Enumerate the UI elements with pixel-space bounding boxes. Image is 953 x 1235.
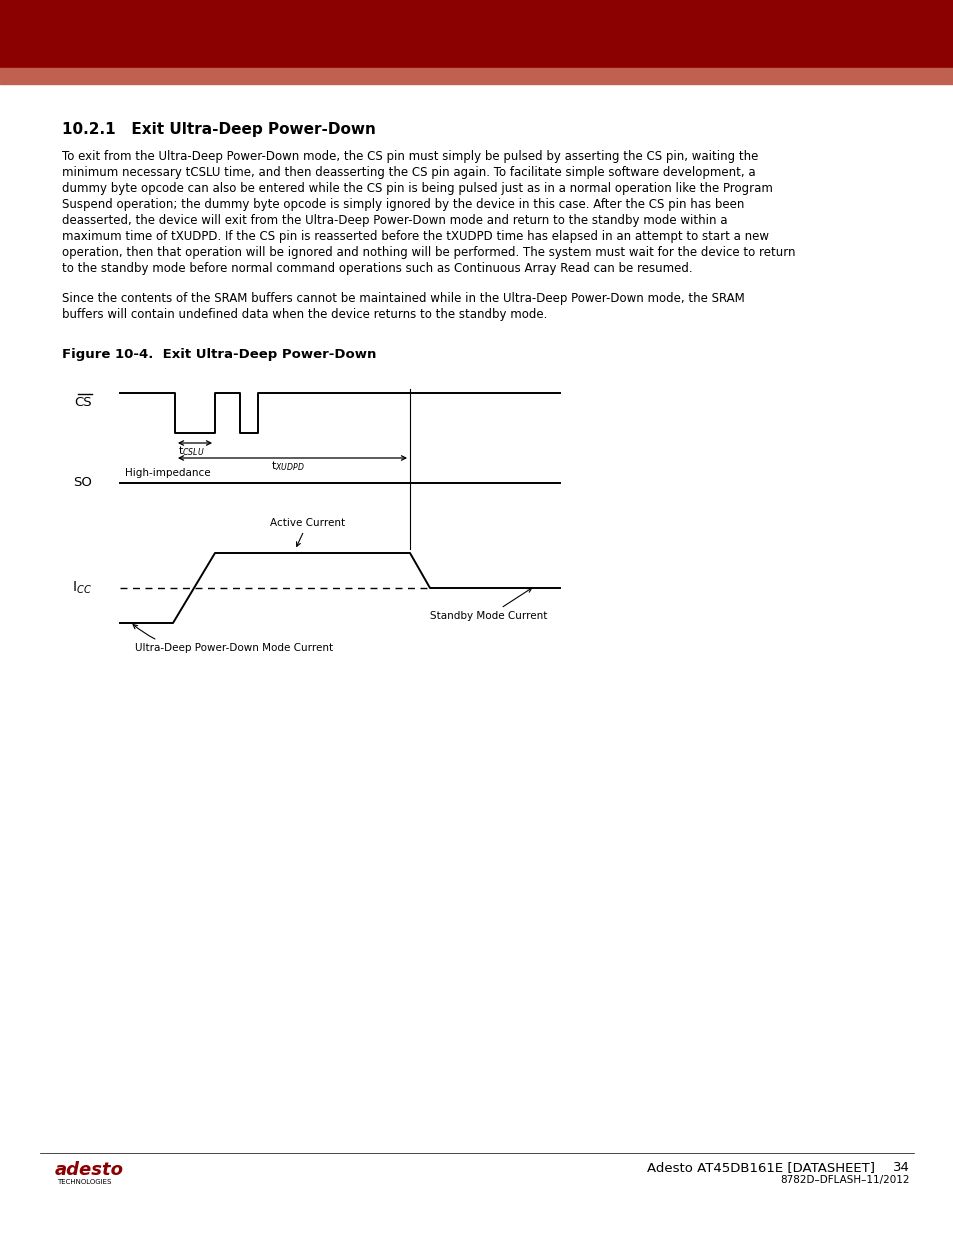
Text: 34: 34 <box>892 1161 909 1174</box>
Text: t$_{XUDPD}$: t$_{XUDPD}$ <box>271 459 304 473</box>
Text: Adesto AT45DB161E [DATASHEET]: Adesto AT45DB161E [DATASHEET] <box>646 1161 874 1174</box>
Text: t$_{CSLU}$: t$_{CSLU}$ <box>178 445 205 458</box>
Text: To exit from the Ultra-Deep Power-Down mode, the CS pin must simply be pulsed by: To exit from the Ultra-Deep Power-Down m… <box>62 149 758 163</box>
Text: Suspend operation; the dummy byte opcode is simply ignored by the device in this: Suspend operation; the dummy byte opcode… <box>62 198 743 211</box>
Bar <box>0 68 953 84</box>
Text: TECHNOLOGIES: TECHNOLOGIES <box>57 1179 112 1186</box>
Text: adesto: adesto <box>55 1161 124 1179</box>
Text: dummy byte opcode can also be entered while the CS pin is being pulsed just as i: dummy byte opcode can also be entered wh… <box>62 182 772 195</box>
Text: maximum time of tXUDPD. If the CS pin is reasserted before the tXUDPD time has e: maximum time of tXUDPD. If the CS pin is… <box>62 230 768 243</box>
Text: I$_{CC}$: I$_{CC}$ <box>72 579 91 597</box>
Text: CS: CS <box>74 396 91 409</box>
Text: Active Current: Active Current <box>270 517 345 546</box>
Text: Ultra-Deep Power-Down Mode Current: Ultra-Deep Power-Down Mode Current <box>132 625 333 653</box>
Text: SO: SO <box>73 477 91 489</box>
Bar <box>0 0 953 68</box>
Text: 10.2.1   Exit Ultra-Deep Power-Down: 10.2.1 Exit Ultra-Deep Power-Down <box>62 122 375 137</box>
Text: buffers will contain undefined data when the device returns to the standby mode.: buffers will contain undefined data when… <box>62 308 547 321</box>
Text: Since the contents of the SRAM buffers cannot be maintained while in the Ultra-D: Since the contents of the SRAM buffers c… <box>62 291 744 305</box>
Text: deasserted, the device will exit from the Ultra-Deep Power-Down mode and return : deasserted, the device will exit from th… <box>62 214 727 227</box>
Text: minimum necessary tCSLU time, and then deasserting the CS pin again. To facilita: minimum necessary tCSLU time, and then d… <box>62 165 755 179</box>
Text: High-impedance: High-impedance <box>125 468 211 478</box>
Text: Figure 10-4.  Exit Ultra-Deep Power-Down: Figure 10-4. Exit Ultra-Deep Power-Down <box>62 348 376 361</box>
Text: operation, then that operation will be ignored and nothing will be performed. Th: operation, then that operation will be i… <box>62 246 795 259</box>
Text: Standby Mode Current: Standby Mode Current <box>430 588 547 621</box>
Text: to the standby mode before normal command operations such as Continuous Array Re: to the standby mode before normal comman… <box>62 262 692 275</box>
Text: 8782D–DFLASH–11/2012: 8782D–DFLASH–11/2012 <box>780 1174 909 1186</box>
